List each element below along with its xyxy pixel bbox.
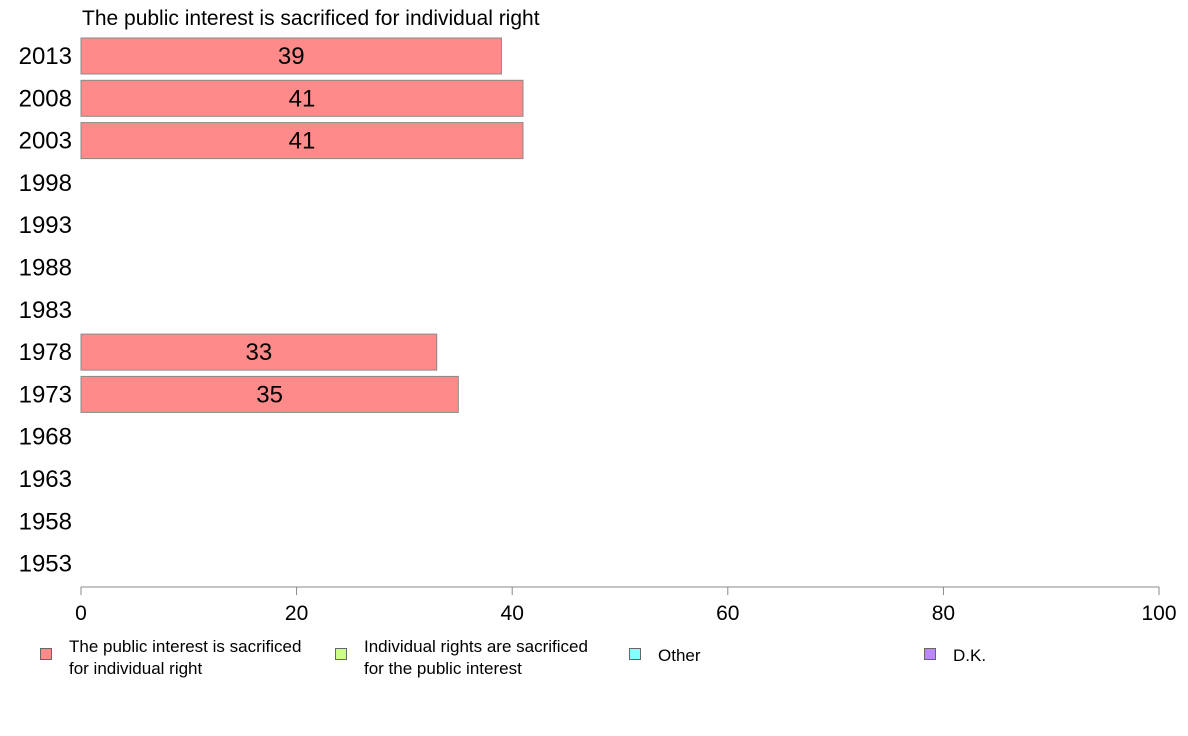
y-tick-label: 2003 bbox=[19, 128, 72, 155]
x-tick-label: 40 bbox=[501, 602, 524, 625]
bar-chart: The public interest is sacrificed for in… bbox=[19, 7, 1177, 625]
y-tick-label: 2013 bbox=[19, 43, 72, 70]
bar bbox=[80, 122, 524, 160]
legend: The public interest is sacrificed for in… bbox=[0, 636, 1188, 696]
bar-value-label: 41 bbox=[289, 85, 316, 112]
x-tick-label: 80 bbox=[932, 602, 955, 625]
chart-title: The public interest is sacrificed for in… bbox=[82, 7, 540, 30]
x-axis: 0 20 40 60 80 100 bbox=[75, 586, 1177, 625]
x-tick-label: 60 bbox=[716, 602, 739, 625]
bar bbox=[80, 333, 438, 371]
legend-swatch bbox=[629, 648, 641, 660]
legend-label: Individual rights are sacrificed for the… bbox=[364, 637, 588, 678]
x-tick-label: 100 bbox=[1141, 602, 1176, 625]
bar bbox=[80, 37, 502, 75]
y-tick-label: 1963 bbox=[19, 466, 72, 493]
y-tick-label: 1953 bbox=[19, 551, 72, 578]
legend-label: Other bbox=[658, 646, 701, 665]
bar bbox=[80, 375, 459, 413]
bar-value-label: 35 bbox=[256, 381, 283, 408]
bars: 39 41 41 33 35 bbox=[80, 37, 524, 413]
x-tick-label: 0 bbox=[75, 602, 87, 625]
y-tick-label: 1968 bbox=[19, 424, 72, 451]
bar-value-label: 41 bbox=[289, 128, 316, 155]
y-tick-label: 1978 bbox=[19, 339, 72, 366]
y-tick-label: 1958 bbox=[19, 508, 72, 535]
y-axis-labels: 2013 2008 2003 1998 1993 1988 1983 1978 1973 1968… bbox=[19, 43, 72, 578]
bar-value-label: 33 bbox=[246, 339, 273, 366]
x-tick-label: 20 bbox=[285, 602, 308, 625]
legend-item-other: Other bbox=[629, 636, 701, 667]
y-tick-label: 1983 bbox=[19, 297, 72, 324]
bar bbox=[80, 79, 524, 117]
legend-swatch bbox=[924, 648, 936, 660]
legend-item-public-interest: The public interest is sacrificed for in… bbox=[40, 636, 301, 680]
legend-item-individual-rights: Individual rights are sacrificed for the… bbox=[335, 636, 588, 680]
legend-label: The public interest is sacrificed for in… bbox=[69, 637, 302, 678]
y-tick-label: 1988 bbox=[19, 255, 72, 282]
y-tick-label: 1998 bbox=[19, 170, 72, 197]
legend-swatch bbox=[40, 648, 52, 660]
y-tick-label: 2008 bbox=[19, 85, 72, 112]
bar-value-label: 39 bbox=[278, 43, 305, 70]
legend-swatch bbox=[335, 648, 347, 660]
legend-item-dk: D.K. bbox=[924, 636, 986, 667]
legend-label: D.K. bbox=[953, 646, 987, 665]
y-tick-label: 1973 bbox=[19, 381, 72, 408]
y-tick-label: 1993 bbox=[19, 212, 72, 239]
